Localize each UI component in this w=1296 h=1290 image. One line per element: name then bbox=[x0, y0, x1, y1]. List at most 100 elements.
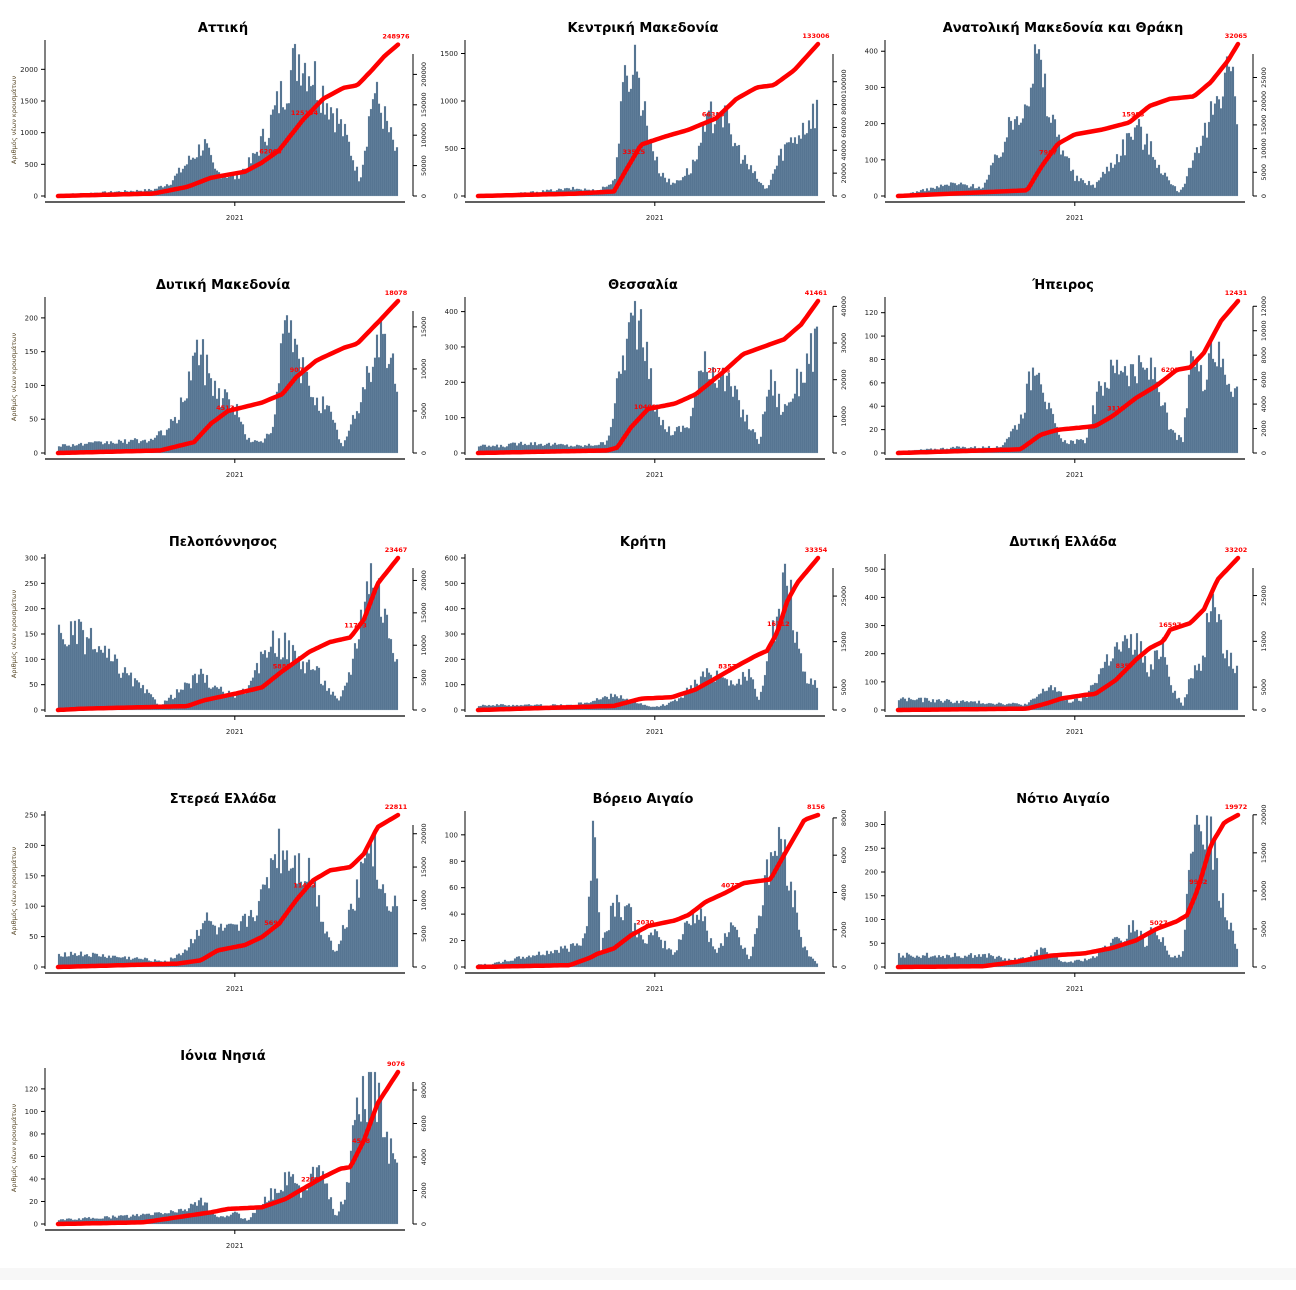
daily-bar bbox=[632, 316, 634, 453]
daily-bar bbox=[254, 154, 256, 196]
daily-bar bbox=[1220, 367, 1222, 453]
daily-bar bbox=[1152, 932, 1154, 967]
cumulative-label: 15983 bbox=[1122, 110, 1145, 118]
y-tick-label: 0 bbox=[34, 193, 38, 201]
daily-bar bbox=[324, 933, 326, 967]
daily-bar bbox=[1170, 685, 1172, 710]
y-tick-label: 300 bbox=[865, 84, 878, 92]
daily-bar bbox=[756, 928, 758, 967]
y-tick-label: 200 bbox=[445, 656, 458, 664]
daily-bar bbox=[252, 442, 254, 453]
cumulative-label: 5695 bbox=[264, 919, 283, 927]
daily-bar bbox=[1116, 154, 1118, 196]
daily-bar bbox=[592, 821, 594, 967]
daily-bar bbox=[1224, 658, 1226, 710]
daily-bar bbox=[320, 684, 322, 710]
daily-bar bbox=[366, 147, 368, 196]
daily-bar bbox=[188, 371, 190, 453]
daily-bar bbox=[372, 588, 374, 710]
daily-bar bbox=[1078, 181, 1080, 196]
daily-bar bbox=[58, 625, 60, 710]
y-tick-label: 400 bbox=[445, 308, 458, 316]
daily-bar bbox=[370, 382, 372, 453]
daily-bar bbox=[1040, 693, 1042, 710]
daily-bar bbox=[634, 923, 636, 967]
daily-bar bbox=[810, 678, 812, 710]
daily-bar bbox=[698, 920, 700, 967]
daily-bar bbox=[358, 1114, 360, 1224]
daily-bar bbox=[312, 397, 314, 453]
daily-bar bbox=[734, 386, 736, 453]
y-tick-label: 20 bbox=[29, 1198, 38, 1206]
daily-bar bbox=[392, 1153, 394, 1224]
daily-bar bbox=[326, 405, 328, 453]
cumulative-label: 16712 bbox=[767, 620, 790, 628]
daily-bar bbox=[1210, 611, 1212, 710]
daily-bar bbox=[354, 911, 356, 967]
daily-bar bbox=[1222, 654, 1224, 711]
daily-bar bbox=[220, 924, 222, 967]
daily-bar bbox=[234, 1212, 236, 1224]
daily-bar bbox=[1156, 382, 1158, 453]
daily-bar bbox=[376, 1122, 378, 1224]
daily-bar bbox=[1086, 185, 1088, 196]
x-tick-label: 2021 bbox=[1066, 985, 1084, 993]
daily-bar bbox=[318, 411, 320, 453]
daily-bar bbox=[1056, 957, 1058, 967]
daily-bar bbox=[812, 685, 814, 710]
daily-bar bbox=[286, 103, 288, 196]
daily-bar bbox=[334, 696, 336, 710]
daily-bar bbox=[330, 941, 332, 967]
cumulative-label: 2269 bbox=[301, 1176, 320, 1184]
daily-bar bbox=[348, 672, 350, 710]
daily-bar bbox=[1178, 698, 1180, 710]
y-tick-label: 0 bbox=[454, 707, 458, 715]
daily-bar bbox=[362, 165, 364, 196]
daily-bar bbox=[384, 893, 386, 967]
daily-bar bbox=[728, 932, 730, 967]
y-tick-label: 50 bbox=[869, 940, 878, 948]
daily-bar bbox=[1108, 171, 1110, 196]
daily-bar bbox=[364, 1109, 366, 1224]
daily-bar bbox=[364, 858, 366, 967]
daily-bar bbox=[1202, 656, 1204, 710]
daily-bar bbox=[1008, 117, 1010, 196]
daily-bar bbox=[238, 179, 240, 196]
daily-bar bbox=[1178, 955, 1180, 967]
daily-bar bbox=[696, 396, 698, 453]
daily-bar bbox=[1148, 155, 1150, 196]
y-tick-label: 200 bbox=[445, 379, 458, 387]
daily-bar bbox=[360, 402, 362, 453]
y-tick-label: 2000 bbox=[20, 66, 38, 74]
y2-tick-label: 0 bbox=[420, 194, 428, 198]
daily-bar bbox=[1078, 440, 1080, 453]
daily-bar bbox=[686, 921, 688, 967]
daily-bar bbox=[1098, 381, 1100, 453]
daily-bar bbox=[772, 174, 774, 196]
daily-bar bbox=[250, 910, 252, 967]
daily-bar bbox=[248, 438, 250, 453]
daily-bar bbox=[370, 843, 372, 967]
daily-bar bbox=[688, 693, 690, 710]
daily-bar bbox=[708, 673, 710, 710]
daily-bar bbox=[230, 412, 232, 453]
chart-title: Θεσσαλία bbox=[608, 278, 678, 293]
y-axis-label: Αριθμός νέων κρουσμάτων bbox=[10, 333, 18, 422]
daily-bar bbox=[390, 358, 392, 453]
y2-tick-label: 0 bbox=[420, 708, 428, 712]
daily-bar bbox=[360, 177, 362, 196]
cumulative-label: 2030 bbox=[636, 919, 655, 927]
daily-bar bbox=[326, 932, 328, 967]
daily-bar bbox=[760, 437, 762, 453]
daily-bar bbox=[742, 949, 744, 967]
daily-bar bbox=[394, 151, 396, 196]
daily-bar bbox=[772, 396, 774, 453]
daily-bar bbox=[762, 414, 764, 453]
daily-bar bbox=[70, 621, 72, 710]
y2-tick-label: 10000 bbox=[1260, 138, 1268, 159]
daily-bar bbox=[1200, 146, 1202, 196]
daily-bar bbox=[1098, 951, 1100, 967]
